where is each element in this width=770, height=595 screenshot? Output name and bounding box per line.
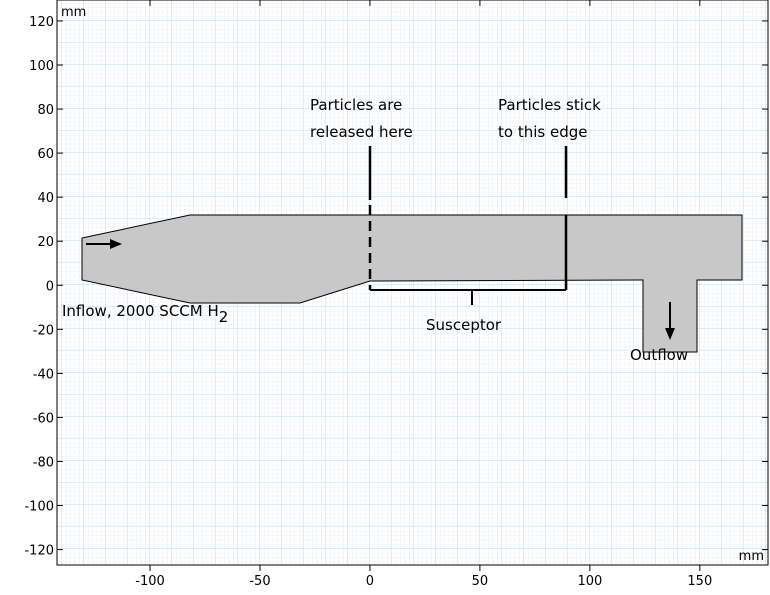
y-tick-label: 20 [37,235,54,250]
annotation: Outflow [630,346,688,364]
y-tick-label: -80 [33,455,54,470]
x-tick-label: -50 [249,574,270,589]
y-tick-label: 80 [37,103,54,118]
y-tick-label: 40 [37,191,54,206]
annotation: Particles stick [498,96,601,114]
domain [81,214,743,353]
x-tick-label: 150 [687,574,712,589]
annotation: Inflow, 2000 SCCM H2 [62,302,228,326]
annotation-text: Inflow, 2000 SCCM H [62,302,219,320]
arrow-head [110,239,122,249]
plot-frame [56,0,769,566]
annotation: Susceptor [426,316,502,334]
y-tick-label: -40 [33,367,54,382]
x-tick-label: 50 [472,574,489,589]
x-tick-label: 100 [577,574,602,589]
subscript: 2 [219,308,229,326]
y-tick-label: -100 [24,500,54,515]
y-tick-label: 100 [29,59,54,74]
x-tick-label: 0 [366,574,374,589]
x-tick-label: -100 [135,574,165,589]
y-tick-label: 120 [29,15,54,30]
y-tick-label: 0 [46,279,54,294]
y-tick-label: -60 [33,411,54,426]
annotation: released here [310,123,413,141]
y-tick-label: -120 [24,544,54,559]
annotation: Particles are [310,96,402,114]
annotation: to this edge [498,123,587,141]
x-unit: mm [739,549,764,564]
arrow-head [665,328,675,340]
y-tick-label: 60 [37,147,54,162]
y-tick-label: -20 [33,323,54,338]
y-unit: mm [61,5,86,20]
